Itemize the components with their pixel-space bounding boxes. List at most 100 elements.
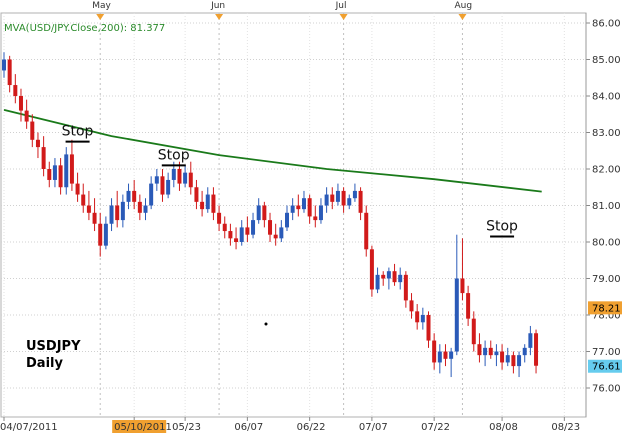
candle-body [92,212,97,224]
candle-body [358,190,363,213]
candle-body [403,274,408,301]
candle-body [69,154,74,184]
candle-body [86,205,91,213]
moving-average-line [3,109,542,193]
price-tags: 78.21 76.61 [588,301,622,373]
candle-body [415,311,420,323]
month-marker-triangle [96,14,105,20]
candle-body [13,85,18,96]
y-tick-label: 78.00 [592,311,621,322]
candle-body [517,355,522,367]
y-tick-label: 79.00 [592,274,621,285]
candle-body [81,194,86,206]
candle-body [194,187,199,202]
price-tag-background [588,359,622,373]
candle-body [251,220,256,235]
plot-background [0,12,587,418]
price-tag-label: 78.21 [592,303,621,314]
x-tick-label: 05/23 [172,422,201,433]
candle-body [262,205,267,221]
candle-body [335,190,340,202]
candle-body [409,300,414,312]
candle-body [534,333,539,366]
y-tick-label: 76.00 [592,384,621,395]
price-tag-label: 76.61 [592,362,621,373]
candle-body [41,147,46,169]
candle-body [341,190,346,206]
candle-body [47,169,52,180]
candle-body [471,318,476,345]
stop-label: Stop [158,147,190,163]
candle-body [177,169,182,184]
x-tick-label: 08/08 [489,422,518,433]
candle-body [154,176,159,184]
candle-body [2,59,6,71]
candle-body [64,154,69,188]
candle-body [7,59,12,86]
candle-body [290,205,295,213]
ticker-label: USDJPY [26,339,81,354]
candle-body [149,183,154,206]
candle-body [132,190,137,202]
month-label: May [92,1,111,11]
x-tick-label: 04/07/2011 [0,422,58,433]
x-tick-label: 06/22 [297,422,326,433]
x-tick-label: 05/10/2011 [114,422,172,433]
candle-body [494,351,499,356]
candle-body [239,227,244,242]
month-label: Jul [335,1,347,11]
candle-body [505,355,510,363]
price-tag-background [588,301,622,315]
candle-body [211,194,216,213]
candle-body [24,110,29,122]
candle-body [477,344,482,356]
candle-body [369,249,374,290]
candle-body [217,212,222,224]
candle-body [200,201,205,210]
candle-body [313,216,318,221]
candle-body [449,351,454,359]
x-tick-label: 06/07 [234,422,263,433]
candle-body [301,198,306,210]
candle-body [30,121,35,140]
candle-body [273,234,278,239]
candle-body [500,351,505,363]
candle-body [166,179,171,195]
candle-body [460,278,465,294]
candles-layer [2,52,539,378]
month-marker-triangle [458,14,467,20]
candle-body [296,205,301,210]
candle-body [381,274,386,279]
candle-body [285,212,289,228]
candle-body [143,205,148,213]
candle-body [375,274,380,290]
candle-body [347,198,352,206]
candle-body [52,165,57,180]
indicator-label: MVA(USD/JPY.Close,200): 81.377 [4,23,165,34]
candle-body [120,201,125,221]
x-tick-label: 08/23 [551,422,580,433]
candle-body [398,274,403,283]
candle-body [432,340,437,363]
candle-body [392,271,397,283]
candle-body [483,347,488,356]
candle-body [18,96,23,111]
y-tick-label: 85.00 [592,55,621,66]
y-tick-label: 83.00 [592,128,621,139]
moving-average-layer [3,109,542,193]
candle-body [98,223,103,246]
candle-body [228,231,233,239]
y-tick-label: 84.00 [592,92,621,103]
month-label: Jun [210,1,225,11]
stop-label: Stop [62,124,94,140]
candle-body [324,194,329,206]
stop-label: Stop [486,219,518,235]
candle-body [268,220,273,235]
candle-body [205,194,210,210]
candle-body [245,227,250,235]
candle-body [109,205,114,224]
candle-body [160,176,165,195]
candle-body [466,293,471,319]
x-axis: 04/07/2011 05/10/2011 05/23 06/07 06/22 07/07… [0,417,580,433]
